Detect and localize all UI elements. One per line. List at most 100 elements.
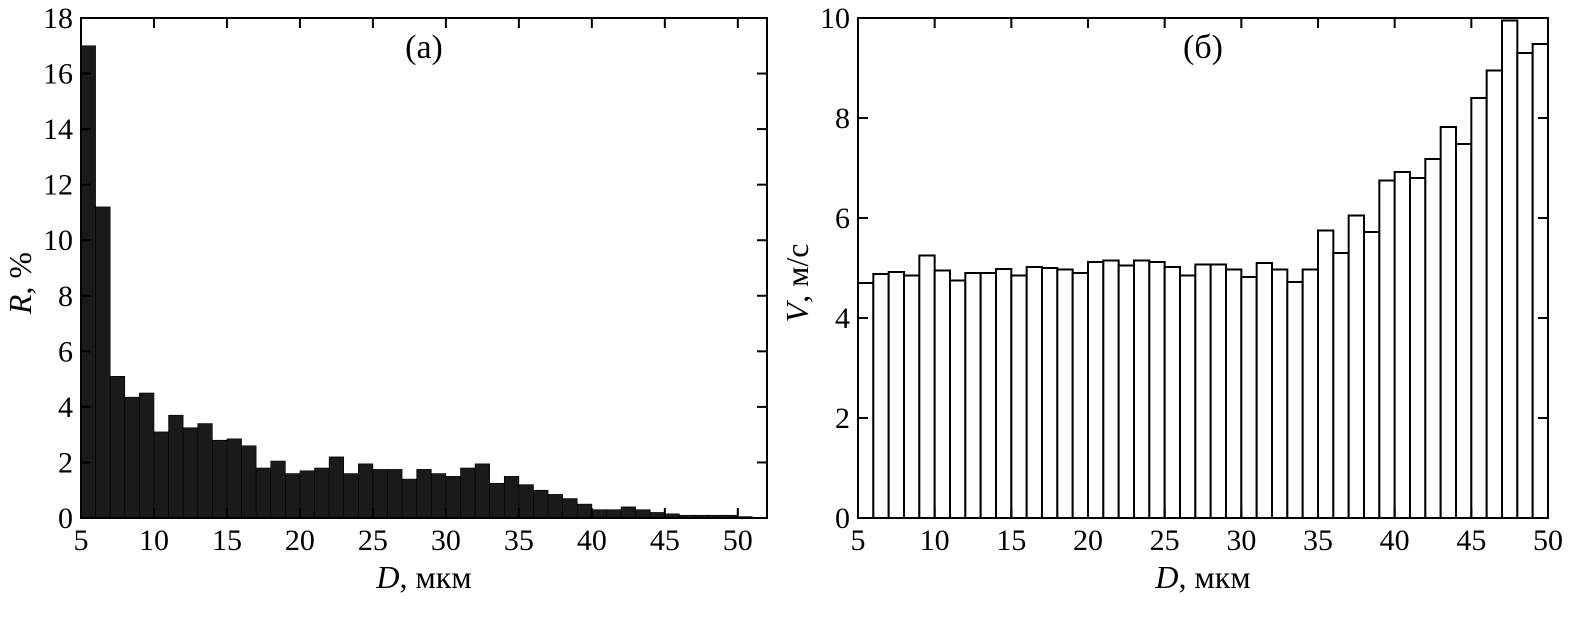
y-tick-label-a-8: 8 — [58, 280, 73, 313]
bar-a-36 — [591, 509, 607, 519]
x-tick-label-b-50: 50 — [1533, 524, 1563, 557]
bar-b-16 — [1087, 261, 1105, 519]
bar-b-2 — [872, 273, 890, 519]
bar-a-29 — [489, 482, 505, 519]
y-axis-label-a: R, % — [2, 252, 38, 315]
x-tick-label-b-35: 35 — [1303, 524, 1333, 557]
bar-b-15 — [1071, 272, 1089, 519]
chart-panel-a: 5 10 15 20 25 30 35 40 45 50 0 2 4 6 8 10 12 14 16 18 (а) D… — [2, 2, 768, 595]
x-tick-label-a-40: 40 — [577, 524, 607, 557]
y-axis-symbol-b: V — [779, 299, 815, 322]
x-tick-label-b-25: 25 — [1150, 524, 1180, 557]
bar-b-45 — [1531, 43, 1549, 519]
bar-a-15 — [285, 473, 301, 519]
bar-a-1 — [80, 45, 96, 519]
bar-b-3 — [887, 271, 906, 519]
bar-b-34 — [1363, 231, 1381, 519]
x-tick-label-a-30: 30 — [431, 524, 461, 557]
bar-a-4 — [124, 396, 140, 519]
bar-b-35 — [1378, 179, 1396, 519]
bar-b-18 — [1117, 264, 1135, 519]
y-tick-label-a-12: 12 — [43, 169, 73, 202]
bar-b-13 — [1041, 267, 1059, 519]
bar-a-13 — [255, 467, 272, 519]
bar-b-40 — [1455, 143, 1473, 519]
x-axis-label-b: D, мкм — [1154, 559, 1250, 595]
bar-a-30 — [503, 476, 520, 519]
bar-b-33 — [1347, 214, 1365, 519]
bar-a-21 — [372, 469, 388, 519]
x-tick-label-b-10: 10 — [920, 524, 950, 557]
panel-label-b: (б) — [1183, 29, 1223, 66]
bar-b-43 — [1501, 19, 1519, 519]
y-tick-label-b-8: 8 — [835, 102, 850, 135]
bar-a-28 — [474, 463, 490, 519]
bar-a-24 — [416, 469, 432, 519]
bar-a-33 — [547, 494, 563, 519]
y-tick-label-a-4: 4 — [58, 391, 73, 424]
bar-b-37 — [1409, 177, 1427, 519]
x-tick-label-a-5: 5 — [74, 524, 89, 557]
bar-a-31 — [518, 484, 534, 519]
bars-b — [857, 19, 1549, 519]
bar-b-42 — [1485, 69, 1503, 519]
bar-a-9 — [197, 423, 213, 519]
bar-b-24 — [1209, 263, 1227, 519]
y-tick-label-b-10: 10 — [820, 2, 850, 35]
bar-a-10 — [212, 439, 228, 519]
bar-a-23 — [401, 478, 418, 519]
bar-b-25 — [1225, 268, 1243, 519]
bar-b-8 — [964, 272, 982, 519]
bar-a-3 — [109, 376, 126, 519]
bar-a-39 — [635, 509, 651, 519]
x-axis-unit-a: , мкм — [400, 559, 472, 595]
bar-b-9 — [979, 272, 998, 519]
x-tick-label-a-10: 10 — [139, 524, 169, 557]
bar-b-39 — [1439, 126, 1457, 519]
bar-b-12 — [1025, 266, 1043, 519]
y-tick-label-a-10: 10 — [43, 224, 73, 257]
y-axis-unit-a: , % — [2, 252, 38, 295]
bar-b-14 — [1056, 268, 1074, 519]
bar-b-29 — [1286, 281, 1304, 519]
x-tick-label-b-15: 15 — [996, 524, 1026, 557]
bar-b-4 — [903, 274, 921, 519]
bar-a-25 — [430, 473, 447, 519]
x-tick-label-b-40: 40 — [1380, 524, 1410, 557]
bar-b-5 — [918, 254, 936, 519]
y-tick-label-a-2: 2 — [58, 446, 73, 479]
bar-a-32 — [533, 489, 549, 519]
bar-b-28 — [1271, 268, 1289, 519]
bar-a-22 — [387, 469, 403, 519]
y-axis-unit-b: , м/с — [779, 244, 815, 303]
bar-b-31 — [1317, 229, 1335, 519]
bar-b-7 — [949, 279, 967, 519]
bar-a-35 — [576, 503, 593, 519]
bar-b-17 — [1102, 259, 1120, 519]
plot-frame-b — [857, 17, 1549, 519]
x-axis-symbol-a: D — [375, 559, 399, 595]
bar-a-11 — [226, 438, 242, 519]
bar-b-26 — [1240, 276, 1258, 519]
y-tick-label-a-6: 6 — [58, 335, 73, 368]
ticks-a: 5 10 15 20 25 30 35 40 45 50 0 2 4 6 8 10 12 14 16 18 — [43, 2, 767, 557]
bar-a-16 — [299, 470, 315, 519]
panel-label-a: (а) — [405, 29, 443, 66]
y-tick-label-a-0: 0 — [58, 502, 73, 535]
y-tick-label-a-14: 14 — [43, 113, 73, 146]
bar-a-26 — [445, 476, 461, 519]
bar-b-11 — [1010, 274, 1028, 519]
ticks-b: 5 10 15 20 25 30 35 40 45 50 0 2 4 6 8 10 — [820, 2, 1563, 557]
y-tick-label-b-4: 4 — [835, 302, 850, 335]
bar-a-12 — [241, 445, 257, 519]
bar-a-34 — [562, 498, 578, 519]
y-tick-label-b-2: 2 — [835, 402, 850, 435]
y-tick-label-a-18: 18 — [43, 2, 73, 35]
bar-b-21 — [1163, 266, 1181, 519]
bar-a-37 — [606, 509, 622, 519]
bar-a-14 — [270, 460, 286, 519]
plot-frame-a — [80, 17, 768, 519]
bar-b-32 — [1332, 252, 1350, 519]
x-tick-label-a-50: 50 — [723, 524, 753, 557]
